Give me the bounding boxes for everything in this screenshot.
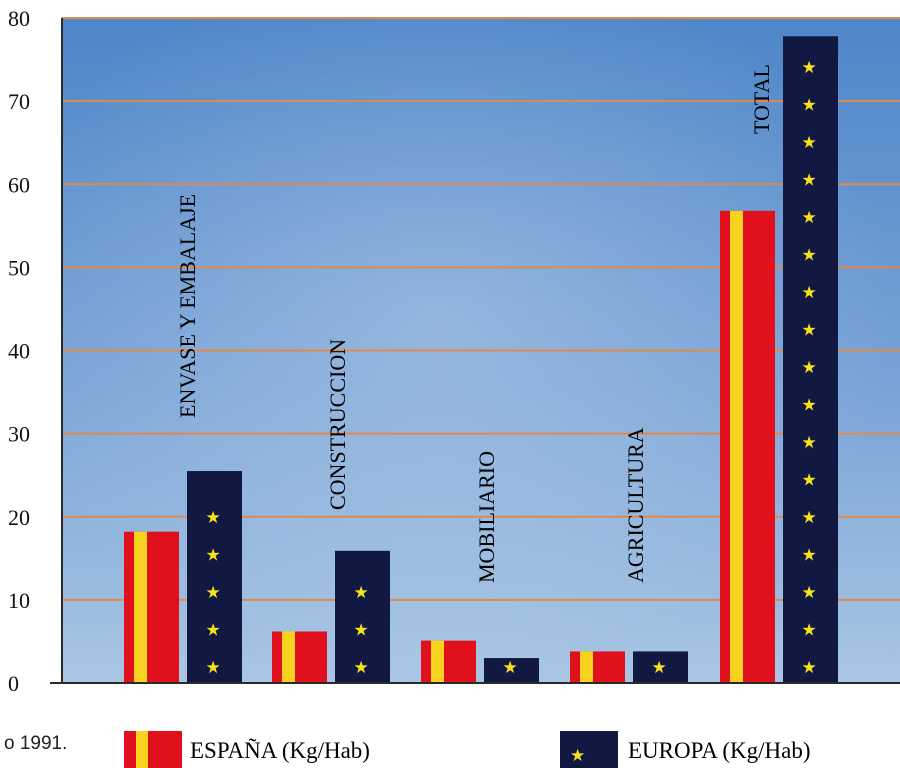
star-mark: ★ (802, 171, 817, 191)
bar-europa: ★ (633, 651, 688, 683)
y-tick-label: 30 (8, 422, 30, 447)
star-mark: ★ (802, 321, 817, 341)
star-mark: ★ (354, 658, 369, 678)
europe-flag-icon: ★ (560, 731, 618, 768)
legend-label-europa: EUROPA (Kg/Hab) (628, 738, 811, 763)
star-mark: ★ (206, 658, 221, 678)
category-labels: ENVASE Y EMBALAJE CONSTRUCCION MOBILIARIO A… (175, 64, 774, 583)
y-tick-label: 80 (8, 6, 30, 31)
bar-europa: ★ ★ ★ ★ ★ (187, 471, 242, 683)
star-mark: ★ (802, 133, 817, 153)
star-mark: ★ (802, 471, 817, 491)
star-mark: ★ (206, 621, 221, 641)
star-mark: ★ (802, 508, 817, 528)
bar-europa: ★ ★ ★ ★ ★ ★ ★ ★ ★ ★ ★ ★ ★ ★ ★ ★ ★ (783, 36, 838, 684)
category-label: AGRICULTURA (623, 427, 648, 583)
bar-espana (570, 651, 625, 683)
star-mark: ★ (206, 583, 221, 603)
bar-espana (272, 631, 327, 683)
bar-espana (720, 210, 775, 683)
star-mark: ★ (802, 621, 817, 641)
star-mark: ★ (652, 658, 667, 678)
footnote: o 1991. (4, 733, 67, 754)
star-mark: ★ (802, 283, 817, 303)
svg-text:★: ★ (570, 746, 585, 766)
legend-item-espana: ESPAÑA (Kg/Hab) (124, 731, 370, 768)
y-axis-tick-labels: 0 10 20 30 40 50 60 70 80 (8, 6, 30, 696)
star-mark: ★ (802, 358, 817, 378)
legend-item-europa: ★ EUROPA (Kg/Hab) (560, 731, 811, 768)
category-label: ENVASE Y EMBALAJE (175, 194, 200, 418)
star-mark: ★ (802, 246, 817, 266)
star-mark: ★ (503, 658, 518, 678)
category-label: CONSTRUCCION (325, 339, 350, 510)
y-tick-label: 0 (8, 671, 19, 696)
star-mark: ★ (206, 546, 221, 566)
star-mark: ★ (802, 58, 817, 78)
y-tick-label: 60 (8, 172, 30, 197)
star-mark: ★ (802, 583, 817, 603)
star-mark: ★ (354, 621, 369, 641)
category-label: TOTAL (749, 64, 774, 134)
star-mark: ★ (802, 546, 817, 566)
bar-europa: ★ ★ ★ (335, 550, 390, 683)
legend: ESPAÑA (Kg/Hab) ★ EUROPA (Kg/Hab) (124, 731, 811, 768)
y-tick-label: 50 (8, 255, 30, 280)
legend-label-espana: ESPAÑA (Kg/Hab) (190, 738, 370, 763)
category-label: MOBILIARIO (474, 451, 499, 583)
bar-espana (421, 640, 476, 683)
star-mark: ★ (802, 433, 817, 453)
star-mark: ★ (354, 583, 369, 603)
y-tick-label: 40 (8, 339, 30, 364)
bar-europa: ★ (484, 658, 539, 683)
star-mark: ★ (802, 396, 817, 416)
y-tick-label: 20 (8, 505, 30, 530)
bars: ★ ★ ★ ★ ★ ★ ★ ★ ★ ★ ★ ★ ★ ★ ★ ★ ★ ★ ★ ★ ★ ★ ★ ★ ★ ★ ★ (124, 36, 838, 684)
spain-flag-icon (124, 731, 182, 768)
star-mark: ★ (206, 508, 221, 528)
star-mark: ★ (802, 658, 817, 678)
star-mark: ★ (802, 96, 817, 116)
y-tick-label: 70 (8, 89, 30, 114)
star-mark: ★ (802, 208, 817, 228)
y-tick-label: 10 (8, 588, 30, 613)
bar-espana (124, 531, 179, 683)
